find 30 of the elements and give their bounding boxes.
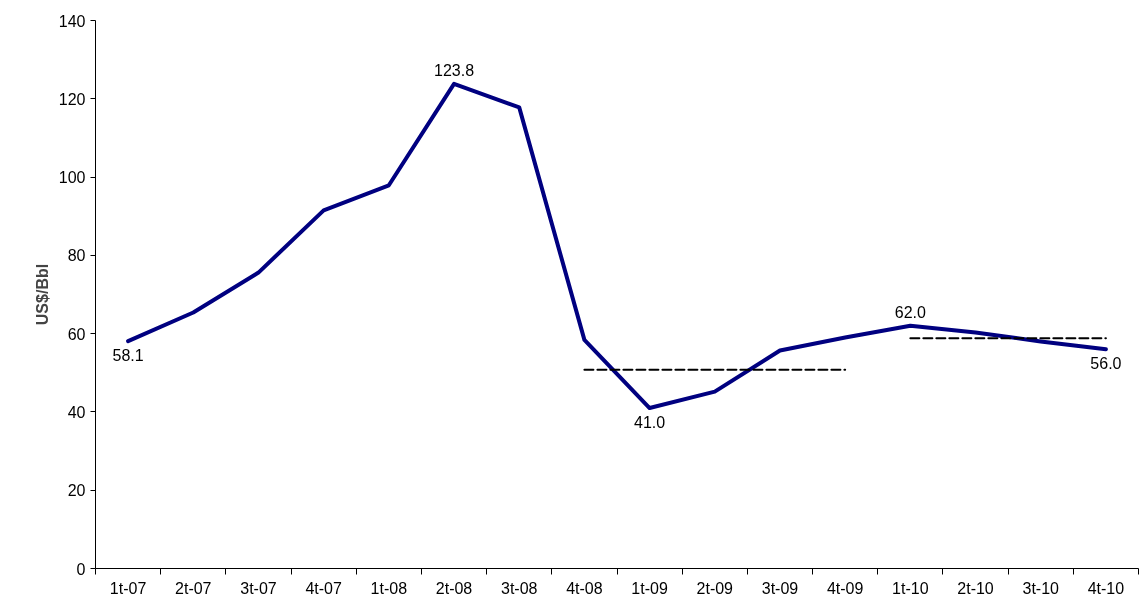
x-tick-label: 1t-08 [370, 579, 408, 597]
data-label: 41.0 [634, 414, 666, 432]
x-tick-label: 1t-09 [631, 579, 668, 597]
y-tick-label: 0 [76, 560, 86, 578]
data-label: 56.0 [1090, 355, 1122, 373]
x-tick-label: 1t-07 [109, 579, 147, 597]
x-tick-label: 2t-08 [435, 579, 473, 597]
x-tick-label: 3t-10 [1022, 579, 1060, 597]
x-tick-label: 4t-10 [1087, 579, 1125, 597]
data-label: 62.0 [894, 303, 927, 321]
x-tick-label: 4t-09 [826, 579, 864, 597]
x-tick-label: 1t-10 [892, 579, 929, 597]
y-tick-label: 40 [67, 403, 86, 421]
x-tick-label: 2t-10 [957, 579, 994, 597]
y-tick-label: 100 [58, 169, 86, 187]
x-tick-label: 4t-07 [305, 579, 342, 597]
x-tick-label: 2t-07 [175, 579, 212, 597]
x-tick-label: 3t-08 [500, 579, 538, 597]
y-axis-title: US$/Bbl [33, 263, 51, 326]
x-tick-label: 3t-07 [240, 579, 277, 597]
x-tick-label: 4t-08 [566, 579, 603, 597]
data-label: 123.8 [434, 61, 475, 79]
y-tick-label: 20 [67, 482, 86, 500]
data-label: 58.1 [112, 347, 144, 365]
y-tick-label: 80 [67, 247, 86, 265]
y-tick-label: 120 [58, 90, 86, 108]
x-tick-label: 2t-09 [696, 579, 734, 597]
x-tick-label: 3t-09 [761, 579, 799, 597]
y-tick-label: 140 [58, 12, 86, 30]
y-tick-label: 60 [67, 325, 86, 343]
